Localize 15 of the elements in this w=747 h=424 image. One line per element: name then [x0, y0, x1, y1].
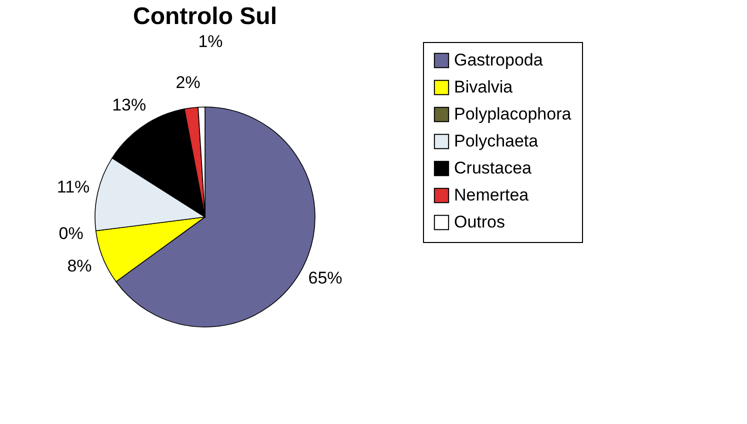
legend-label: Outros [454, 212, 506, 232]
data-label: 1% [198, 32, 223, 52]
data-label: 13% [112, 95, 146, 114]
chart-title: Controlo Sul [133, 3, 277, 30]
data-label: 11% [56, 178, 90, 197]
data-label: 8% [67, 256, 92, 276]
legend-label: Polychaeta [454, 132, 539, 150]
legend-label: Nemertea [454, 186, 530, 204]
legend-label: Gastropoda [454, 50, 544, 70]
data-label: 65% [308, 268, 342, 288]
legend-label: Bivalvia [454, 78, 514, 96]
legend-label: Crustacea [454, 158, 532, 178]
text: 0% [58, 224, 84, 243]
legend-label: Polyplacophora [454, 104, 572, 124]
data-label: 2% [176, 73, 200, 92]
